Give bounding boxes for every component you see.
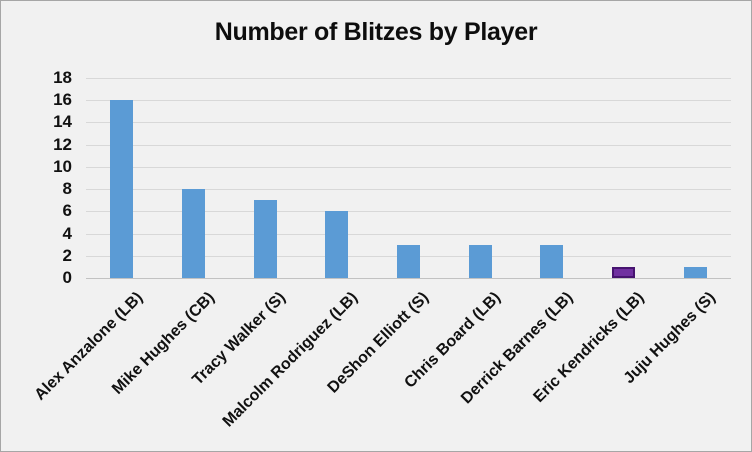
gridline-y-16 bbox=[86, 100, 731, 101]
x-axis-label: Malcolm Rodriguez (LB) bbox=[219, 289, 361, 431]
y-axis-tick-label: 18 bbox=[53, 68, 72, 87]
bar-malcolm-rodriguez-lb bbox=[325, 211, 348, 278]
bar-chris-board-lb bbox=[469, 245, 492, 278]
bar-eric-kendricks-lb bbox=[612, 267, 635, 278]
y-axis-tick-label: 14 bbox=[53, 112, 72, 131]
y-axis-tick-label: 8 bbox=[62, 179, 72, 198]
bar-tracy-walker-s bbox=[254, 200, 277, 278]
bar-alex-anzalone-lb bbox=[110, 100, 133, 278]
y-axis-tick-label: 6 bbox=[62, 201, 72, 220]
y-axis-tick-label: 0 bbox=[62, 268, 72, 287]
gridline-y-18 bbox=[86, 78, 731, 79]
gridline-y-10 bbox=[86, 167, 731, 168]
y-axis-tick-label: 2 bbox=[62, 246, 72, 265]
bar-juju-hughes-s bbox=[684, 267, 707, 278]
gridline-y-0 bbox=[86, 278, 731, 279]
y-axis-tick-label: 10 bbox=[53, 157, 72, 176]
gridline-y-4 bbox=[86, 234, 731, 235]
bar-mike-hughes-cb bbox=[182, 189, 205, 278]
bar-derrick-barnes-lb bbox=[540, 245, 563, 278]
gridline-y-14 bbox=[86, 122, 731, 123]
y-axis-tick-label: 4 bbox=[62, 224, 72, 243]
bar-deshon-elliott-s bbox=[397, 245, 420, 278]
y-axis-tick-label: 16 bbox=[53, 90, 72, 109]
gridline-y-12 bbox=[86, 145, 731, 146]
y-axis-tick-label: 12 bbox=[53, 135, 72, 154]
gridline-y-6 bbox=[86, 211, 731, 212]
chart-title: Number of Blitzes by Player bbox=[214, 18, 538, 46]
gridline-y-8 bbox=[86, 189, 731, 190]
